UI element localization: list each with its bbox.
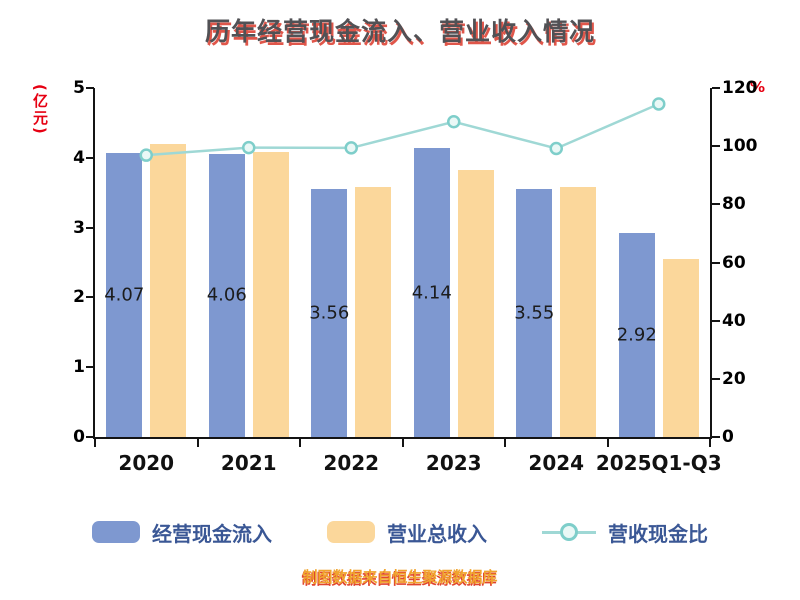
x-axis-tick-mark [299,439,301,447]
bar-total-revenue [150,143,187,437]
bar-value-label: 3.56 [309,302,350,324]
y-axis-tick-mark [712,261,720,264]
line-point-marker [242,140,256,155]
x-axis-tick-label: 2022 [323,451,380,475]
line-point-marker [549,141,563,156]
bar-value-label: 4.06 [206,284,247,306]
x-axis-tick-label: 2021 [220,451,277,475]
x-axis-tick-mark [504,439,506,447]
bar-operating-cash-inflow [413,148,450,437]
x-axis-tick-mark [401,439,404,447]
x-axis-tick-label: 2023 [425,451,482,475]
y-axis-tick-mark [86,156,94,159]
legend-swatch [327,521,375,543]
legend-item-ratio: 营收现金比 [542,518,708,547]
bar-total-revenue [560,187,597,437]
x-axis-line [93,437,712,439]
y-axis-tick-mark [86,366,94,369]
legend-line-marker [542,521,596,543]
y-axis-tick-mark [712,87,720,89]
legend-label: 营业总收入 [387,521,487,546]
bar-value-label: 3.55 [514,302,555,324]
line-point-marker [447,114,461,129]
y-axis-tick-mark [712,377,720,380]
chart-title: 历年经营现金流入、营业收入情况 [204,17,595,46]
y-axis-tick-mark [86,226,94,229]
y-axis-tick-mark [712,436,720,438]
right-axis-tick-label: 80 [722,194,746,215]
bar-operating-cash-inflow [106,152,143,437]
bar-total-revenue [355,187,392,437]
legend: 经营现金流入 营业总收入 营收现金比 [0,512,800,552]
x-axis-tick-label: 2020 [118,451,175,475]
legend-label: 营收现金比 [608,521,708,546]
bar-operating-cash-inflow [208,153,245,437]
x-axis-tick-label: 2025Q1-Q3 [595,451,722,475]
line-point-marker [139,148,153,162]
bar-total-revenue [252,152,289,437]
left-axis-tick-label: 3 [73,217,85,238]
legend-item-total-revenue: 营业总收入 [327,518,487,547]
y-axis-tick-mark [712,319,720,322]
right-axis-tick-label: 100 [722,136,758,157]
left-axis-tick-label: 2 [73,287,85,308]
legend-label: 经营现金流入 [152,521,272,546]
right-axis-tick-label: 0 [722,427,734,447]
left-axis-tick-label: 5 [73,78,85,98]
bar-total-revenue [662,259,699,437]
right-axis-tick-label: 60 [722,252,746,273]
x-axis-tick-mark [709,439,711,447]
legend-circle-marker-icon [560,523,578,541]
y-axis-tick-mark [712,145,720,148]
bar-operating-cash-inflow [516,189,553,437]
footer-note: 制图数据来自恒生聚源数据库 [302,568,498,586]
line-point-marker [344,141,358,155]
right-axis-tick-label: 20 [722,368,746,389]
bar-value-label: 4.14 [411,282,452,303]
revenue-cash-ratio-line [139,97,666,162]
x-axis-tick-mark [94,439,96,447]
bar-operating-cash-inflow [618,233,655,437]
right-y-axis-line [710,88,712,439]
x-axis-tick-mark [196,439,199,447]
y-axis-tick-mark [712,203,720,206]
left-axis-unit-label: (亿元) [31,84,49,136]
x-axis-tick-label: 2024 [528,451,585,475]
line-point-marker [652,97,666,111]
x-axis-tick-mark [606,439,609,447]
y-axis-tick-mark [86,436,94,438]
left-axis-tick-label: 1 [73,357,85,378]
left-axis-tick-label: 4 [73,147,85,168]
legend-swatch [92,521,140,543]
right-axis-unit-label: % [750,78,766,96]
left-y-axis-line [93,88,95,439]
bar-value-label: 2.92 [616,324,657,346]
bar-value-label: 4.07 [104,284,145,306]
legend-item-cash-inflow: 经营现金流入 [92,518,272,547]
right-axis-tick-label: 120 [722,78,758,98]
left-axis-tick-label: 0 [73,427,85,447]
y-axis-tick-mark [86,296,94,299]
y-axis-tick-mark [86,87,94,89]
bar-total-revenue [457,170,494,437]
right-axis-tick-label: 40 [722,310,746,331]
bar-operating-cash-inflow [311,188,348,437]
